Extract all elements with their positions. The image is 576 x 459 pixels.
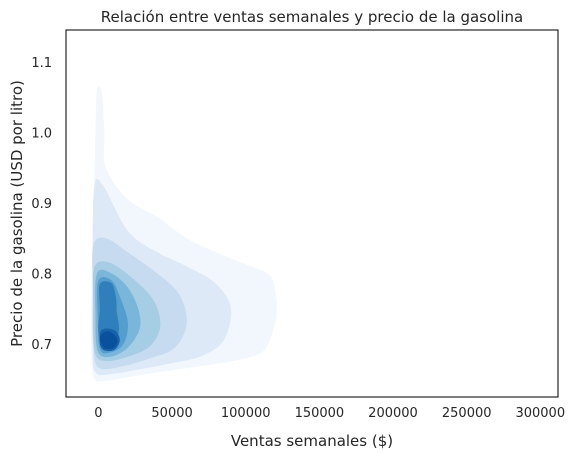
y-tick-label: 1.1 [31, 56, 52, 71]
x-tick-label: 200000 [368, 406, 418, 421]
chart-title: Relación entre ventas semanales y precio… [101, 8, 523, 26]
x-tick-label: 150000 [295, 406, 345, 421]
x-tick-label: 250000 [442, 406, 492, 421]
x-tick-label: 0 [94, 406, 102, 421]
y-tick-label: 0.8 [31, 268, 52, 283]
y-tick-labels: 0.7 0.8 0.9 1.0 1.1 [31, 56, 52, 353]
plot-frame [65, 29, 559, 398]
y-axis-label: Precio de la gasolina (USD por litro) [8, 80, 26, 347]
x-axis-label: Ventas semanales ($) [231, 432, 393, 450]
y-tick-label: 1.0 [31, 126, 52, 141]
y-tick-label: 0.9 [31, 197, 52, 212]
density-layer [90, 86, 277, 382]
density-level-9 [99, 331, 118, 350]
x-tick-label: 50000 [151, 406, 192, 421]
x-tick-label: 300000 [515, 406, 565, 421]
y-tick-label: 0.7 [31, 338, 52, 353]
x-tick-label: 100000 [221, 406, 271, 421]
x-tick-labels: 0 50000 100000 150000 200000 250000 300000 [94, 406, 565, 421]
